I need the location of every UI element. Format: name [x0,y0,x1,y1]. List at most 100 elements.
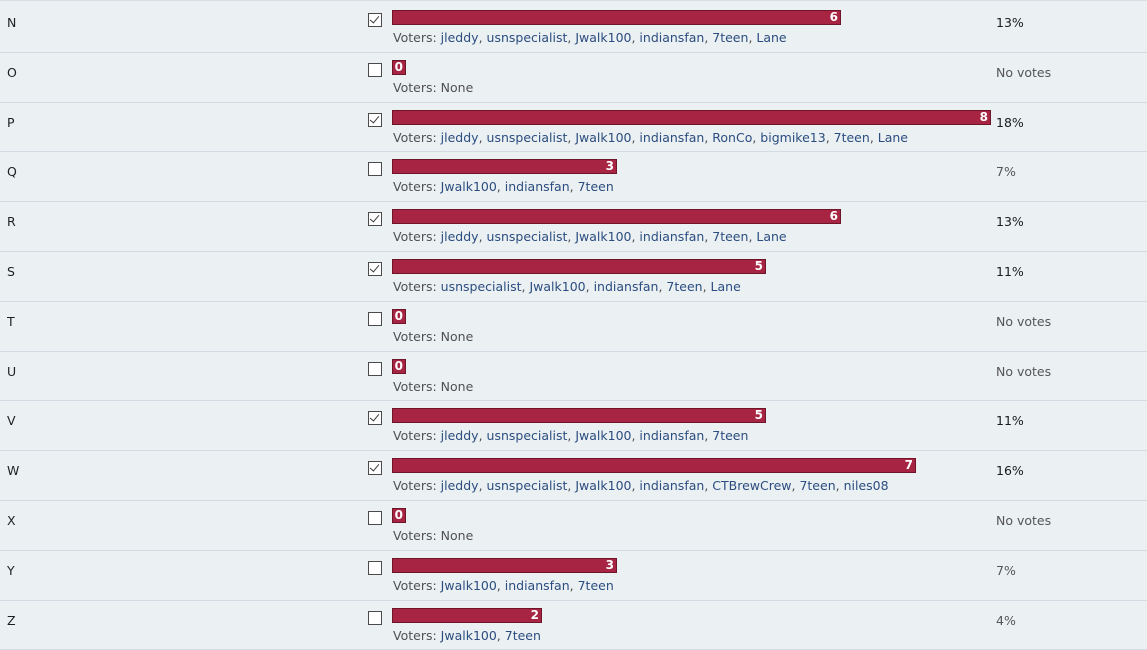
voter-link[interactable]: jleddy [440,428,479,444]
voter-link[interactable]: 7teen [504,627,541,643]
voter-link[interactable]: indiansfan [639,30,705,45]
voter-link[interactable]: 7teen [799,478,836,494]
voter-link[interactable]: 7teen [712,428,749,444]
vote-percent: No votes [996,513,1052,528]
vote-bar: 5 [392,408,766,424]
voter-link[interactable]: Jwalk100 [575,229,632,245]
voters-line: Voters: jleddy, usnspecialist, Jwalk100,… [393,428,749,444]
voter-link[interactable]: jleddy [440,30,479,45]
poll-option-checkbox[interactable] [368,560,382,575]
voter-link[interactable]: Jwalk100 [440,179,497,195]
voters-none: None [440,378,474,394]
poll-option-row: T 0 Voters: None No votes [0,302,1147,352]
voters-prefix: Voters: [393,478,441,494]
poll-option-checkbox[interactable] [368,411,382,426]
voter-link[interactable]: 7teen [666,279,703,294]
poll-option-checkbox[interactable] [368,262,382,276]
voter-link[interactable]: jleddy [440,229,479,245]
vote-count: 5 [754,408,763,423]
vote-percent: No votes [996,313,1052,329]
voter-link[interactable]: indiansfan [593,279,659,294]
voter-link[interactable]: usnspecialist [486,30,568,45]
voter-link[interactable]: CTBrewCrew [712,478,792,494]
voters-prefix: Voters: [393,279,441,294]
poll-option-checkbox[interactable] [368,212,382,227]
voters-line: Voters: None [393,528,473,543]
voters-prefix: Voters: [393,30,441,45]
voter-link[interactable]: indiansfan [504,577,570,593]
voter-link[interactable]: Lane [710,279,741,294]
poll-option-checkbox[interactable] [368,311,382,326]
voter-link[interactable]: indiansfan [504,179,570,195]
poll-option-label: Q [7,164,17,180]
vote-count: 7 [904,458,913,473]
vote-bar: 0 [392,508,406,523]
voter-link[interactable]: Jwalk100 [440,577,497,593]
poll-option-row: O 0 Voters: None No votes [0,53,1147,103]
voter-link[interactable]: Lane [877,129,909,145]
poll-option-checkbox[interactable] [368,361,382,376]
vote-count: 5 [754,259,763,273]
checkmark-icon [369,212,380,223]
poll-option-checkbox[interactable] [368,112,382,127]
poll-option-row: V 5 Voters: jleddy, usnspecialist, Jwalk10… [0,401,1147,452]
voter-link[interactable]: jleddy [440,129,479,145]
voter-link[interactable]: 7teen [712,30,749,45]
voter-link[interactable]: indiansfan [639,478,705,494]
voter-link[interactable]: bigmike13 [760,129,826,145]
poll-option-checkbox[interactable] [368,162,382,177]
voter-link[interactable]: usnspecialist [486,478,568,494]
voter-link[interactable]: 7teen [833,129,870,145]
voter-link[interactable]: usnspecialist [486,129,568,145]
voters-line: Voters: Jwalk100, indiansfan, 7teen [393,577,614,593]
vote-percent: 16% [996,463,1024,479]
voter-link[interactable]: niles08 [843,478,889,494]
poll-option-label: T [7,313,15,329]
voter-link[interactable]: Jwalk100 [440,627,497,643]
voter-link[interactable]: indiansfan [639,428,705,444]
voter-link[interactable]: 7teen [577,179,614,195]
poll-option-row: P 8 Voters: jleddy, usnspecialist, Jwalk10… [0,103,1147,153]
poll-option-checkbox[interactable] [368,511,382,525]
vote-percent: 7% [996,164,1016,180]
voter-link[interactable]: Lane [756,30,787,45]
voter-link[interactable]: indiansfan [639,129,705,145]
voter-link[interactable]: 7teen [712,229,749,245]
vote-percent: No votes [996,64,1052,80]
voter-link[interactable]: indiansfan [639,229,705,245]
poll-option-label: N [7,15,17,30]
voters-line: Voters: None [393,80,473,95]
vote-bar: 8 [392,109,991,125]
voter-link[interactable]: Lane [756,229,787,245]
voter-link[interactable]: usnspecialist [440,279,522,294]
poll-option-label: O [7,64,17,80]
poll-option-row: U 0 Voters: None No votes [0,352,1147,402]
voters-line: Voters: Jwalk100, 7teen [393,627,541,643]
poll-option-checkbox[interactable] [368,13,382,27]
poll-option-label: U [7,363,17,379]
vote-bar: 3 [392,159,617,175]
voter-link[interactable]: Jwalk100 [529,279,586,294]
voter-link[interactable]: usnspecialist [486,428,568,444]
voters-prefix: Voters: [393,378,441,394]
checkmark-icon [369,13,380,24]
poll-option-row: Q 3 Voters: Jwalk100, indiansfan, 7teen 7% [0,152,1147,203]
voter-link[interactable]: Jwalk100 [575,428,632,444]
voter-link[interactable]: Jwalk100 [575,478,632,494]
vote-bar: 0 [392,308,406,324]
poll-option-checkbox[interactable] [368,461,382,476]
checkmark-icon [369,113,380,124]
voter-link[interactable]: Jwalk100 [575,129,632,145]
voter-link[interactable]: jleddy [440,478,479,494]
vote-count: 3 [605,557,614,572]
voters-none: None [440,528,474,543]
poll-option-label: S [7,264,15,279]
voter-link[interactable]: 7teen [577,577,614,593]
voters-prefix: Voters: [393,428,441,444]
voter-link[interactable]: Jwalk100 [575,30,632,45]
poll-option-label: V [7,413,16,429]
voter-link[interactable]: RonCo [712,129,753,145]
poll-option-checkbox[interactable] [368,62,382,77]
poll-option-checkbox[interactable] [368,610,382,625]
voter-link[interactable]: usnspecialist [486,229,568,245]
